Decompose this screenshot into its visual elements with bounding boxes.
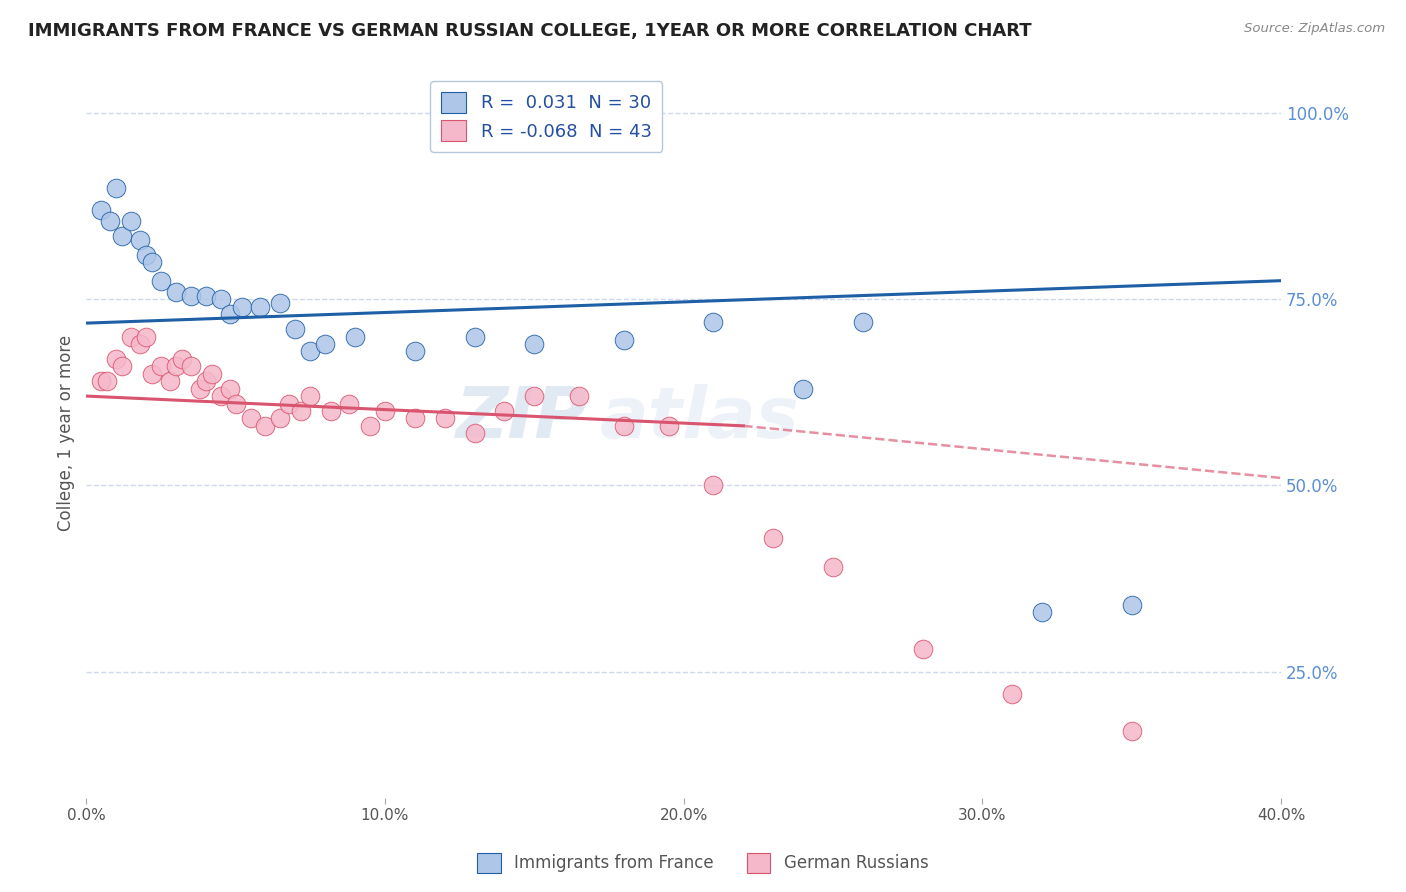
Point (658, 418, 681, 433)
Point (792, 382, 814, 396)
Point (165, 285, 187, 299)
Point (464, 329, 486, 343)
Text: IMMIGRANTS FROM FRANCE VS GERMAN RUSSIAN COLLEGE, 1YEAR OR MORE CORRELATION CHAR: IMMIGRANTS FROM FRANCE VS GERMAN RUSSIAN… (28, 22, 1032, 40)
Point (188, 382, 211, 396)
Point (249, 300, 271, 314)
Point (1121, 724, 1143, 739)
Point (404, 344, 426, 359)
Point (269, 411, 291, 425)
Point (1121, 598, 1143, 612)
Point (359, 418, 381, 433)
Point (702, 315, 724, 329)
Point (90, 374, 112, 388)
Point (852, 315, 875, 329)
Point (105, 351, 128, 366)
Point (129, 337, 152, 351)
Point (911, 642, 934, 657)
Point (135, 329, 157, 343)
Point (180, 359, 202, 374)
Point (105, 180, 128, 194)
Point (821, 560, 844, 574)
Point (337, 396, 360, 410)
Point (141, 367, 163, 381)
Point (239, 411, 262, 425)
Point (218, 307, 240, 321)
Point (180, 288, 202, 302)
Point (194, 374, 217, 388)
Point (299, 344, 322, 359)
Text: Source: ZipAtlas.com: Source: ZipAtlas.com (1244, 22, 1385, 36)
Point (98, 214, 121, 228)
Point (135, 247, 157, 261)
Point (149, 359, 172, 374)
Point (111, 229, 134, 244)
Point (299, 389, 322, 403)
Point (120, 329, 142, 343)
Point (209, 293, 232, 307)
Point (374, 404, 396, 418)
Point (523, 389, 546, 403)
Point (762, 531, 785, 545)
Point (314, 337, 336, 351)
Point (209, 389, 232, 403)
Point (111, 359, 134, 374)
Point (231, 300, 253, 314)
Point (269, 296, 291, 310)
Point (1031, 605, 1053, 619)
Point (321, 404, 343, 418)
Point (149, 274, 172, 288)
Point (344, 329, 367, 343)
Point (120, 214, 142, 228)
Point (494, 404, 516, 418)
Point (613, 333, 636, 347)
Point (568, 389, 591, 403)
Text: ZIP: ZIP (456, 384, 588, 453)
Point (225, 396, 247, 410)
Point (170, 351, 193, 366)
Point (433, 411, 456, 425)
Point (141, 255, 163, 269)
Point (1001, 687, 1024, 701)
Y-axis label: College, 1 year or more: College, 1 year or more (58, 335, 75, 532)
Legend: Immigrants from France, German Russians: Immigrants from France, German Russians (471, 847, 935, 880)
Point (613, 418, 636, 433)
Point (523, 337, 546, 351)
Point (254, 418, 277, 433)
Point (159, 374, 181, 388)
Point (194, 288, 217, 302)
Point (218, 382, 240, 396)
Point (201, 367, 224, 381)
Legend: R =  0.031  N = 30, R = -0.068  N = 43: R = 0.031 N = 30, R = -0.068 N = 43 (430, 81, 662, 152)
Point (290, 404, 312, 418)
Point (464, 426, 486, 441)
Point (404, 411, 426, 425)
Text: atlas: atlas (600, 384, 800, 453)
Point (129, 233, 152, 247)
Point (96, 374, 118, 388)
Point (278, 396, 301, 410)
Point (165, 359, 187, 374)
Point (284, 322, 307, 336)
Point (702, 478, 724, 492)
Point (90, 202, 112, 217)
